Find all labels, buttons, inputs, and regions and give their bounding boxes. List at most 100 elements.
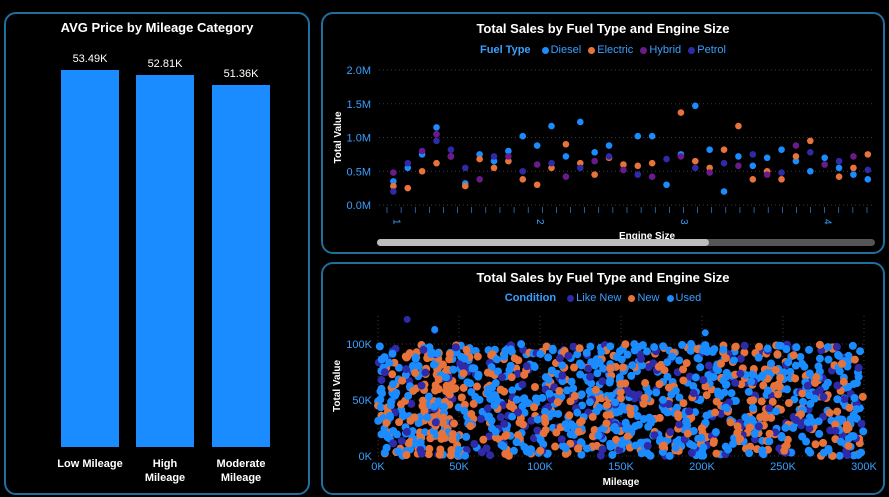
data-point	[582, 444, 591, 453]
legend-item-electric[interactable]: Electric	[584, 44, 633, 56]
data-point	[650, 431, 659, 440]
data-point	[553, 398, 562, 407]
x-axis-title: Mileage	[603, 477, 640, 488]
data-point	[394, 363, 403, 372]
data-point	[716, 359, 725, 368]
data-point	[807, 149, 814, 156]
data-point	[721, 403, 730, 412]
data-point	[798, 397, 807, 406]
x-tick-label: 50K	[449, 461, 469, 473]
scrollbar-thumb[interactable]	[377, 239, 709, 246]
data-point	[778, 169, 785, 176]
data-point	[427, 350, 436, 359]
data-point	[664, 383, 673, 392]
data-point	[513, 369, 522, 378]
data-point	[720, 159, 728, 167]
data-point	[431, 418, 440, 427]
data-point	[621, 418, 630, 427]
data-point	[828, 451, 837, 460]
data-point	[781, 423, 790, 432]
data-point	[418, 147, 426, 155]
data-point	[647, 416, 656, 425]
data-point	[697, 424, 706, 433]
data-point	[666, 427, 675, 436]
y-tick-label: 2.0M	[347, 65, 371, 77]
legend-dot-icon	[588, 46, 596, 54]
data-point	[533, 426, 542, 435]
data-point	[570, 392, 579, 401]
bar[interactable]	[136, 74, 194, 447]
data-point	[425, 444, 434, 453]
data-point	[727, 389, 736, 398]
data-point	[631, 422, 640, 431]
data-point	[774, 341, 783, 350]
data-point	[570, 422, 579, 431]
data-point	[748, 403, 757, 412]
data-point	[791, 374, 800, 383]
bar[interactable]	[212, 85, 270, 447]
legend-item-used[interactable]: Used	[663, 292, 701, 304]
data-point	[404, 184, 412, 192]
data-point	[408, 361, 417, 370]
data-point	[637, 354, 646, 363]
data-point	[626, 404, 635, 413]
data-point	[608, 450, 617, 459]
data-point	[410, 413, 419, 422]
legend-item-diesel[interactable]: Diesel	[538, 44, 581, 56]
data-point	[585, 398, 594, 407]
data-point	[687, 448, 696, 457]
data-point	[821, 154, 828, 162]
data-point	[404, 159, 412, 167]
data-point	[404, 164, 412, 172]
data-point	[765, 429, 774, 438]
data-point	[831, 420, 840, 429]
data-point	[689, 441, 698, 450]
data-point	[782, 345, 791, 354]
data-point	[567, 377, 576, 386]
data-point	[434, 385, 443, 394]
data-point	[442, 381, 451, 390]
data-point	[499, 442, 508, 451]
data-point	[519, 167, 527, 175]
condition-panel: Total Sales by Fuel Type and Engine Size…	[321, 262, 885, 495]
legend-item-like-new[interactable]: Like New	[563, 292, 621, 304]
data-point	[665, 451, 674, 460]
data-point	[418, 167, 426, 175]
legend-item-new[interactable]: New	[624, 292, 659, 304]
data-point	[548, 164, 555, 172]
data-point	[615, 347, 624, 356]
data-point	[749, 151, 757, 158]
data-point	[468, 364, 477, 373]
data-point	[685, 372, 694, 381]
data-point	[590, 425, 599, 434]
data-point	[731, 396, 740, 405]
data-point	[864, 176, 872, 183]
data-point	[508, 412, 517, 421]
data-point	[864, 166, 872, 174]
data-point	[854, 372, 863, 381]
data-point	[641, 379, 650, 388]
data-point	[487, 351, 496, 360]
legend-item-hybrid[interactable]: Hybrid	[636, 44, 681, 56]
data-point	[461, 451, 470, 460]
data-point	[562, 153, 570, 160]
x-tick-label: 2	[534, 219, 545, 225]
data-point	[424, 392, 433, 401]
data-point	[584, 364, 593, 373]
data-point	[691, 373, 700, 382]
data-point	[721, 380, 730, 389]
bar[interactable]	[61, 70, 119, 447]
data-point	[719, 345, 728, 354]
data-point	[561, 444, 570, 453]
data-point	[518, 380, 527, 389]
data-point	[386, 401, 395, 410]
data-point	[633, 412, 642, 421]
legend-item-petrol[interactable]: Petrol	[684, 44, 726, 56]
data-point	[542, 342, 551, 351]
data-point	[390, 188, 397, 195]
data-point	[517, 340, 526, 349]
data-point	[545, 389, 554, 398]
data-point	[835, 157, 843, 165]
data-point	[530, 403, 539, 412]
data-point	[606, 342, 615, 351]
